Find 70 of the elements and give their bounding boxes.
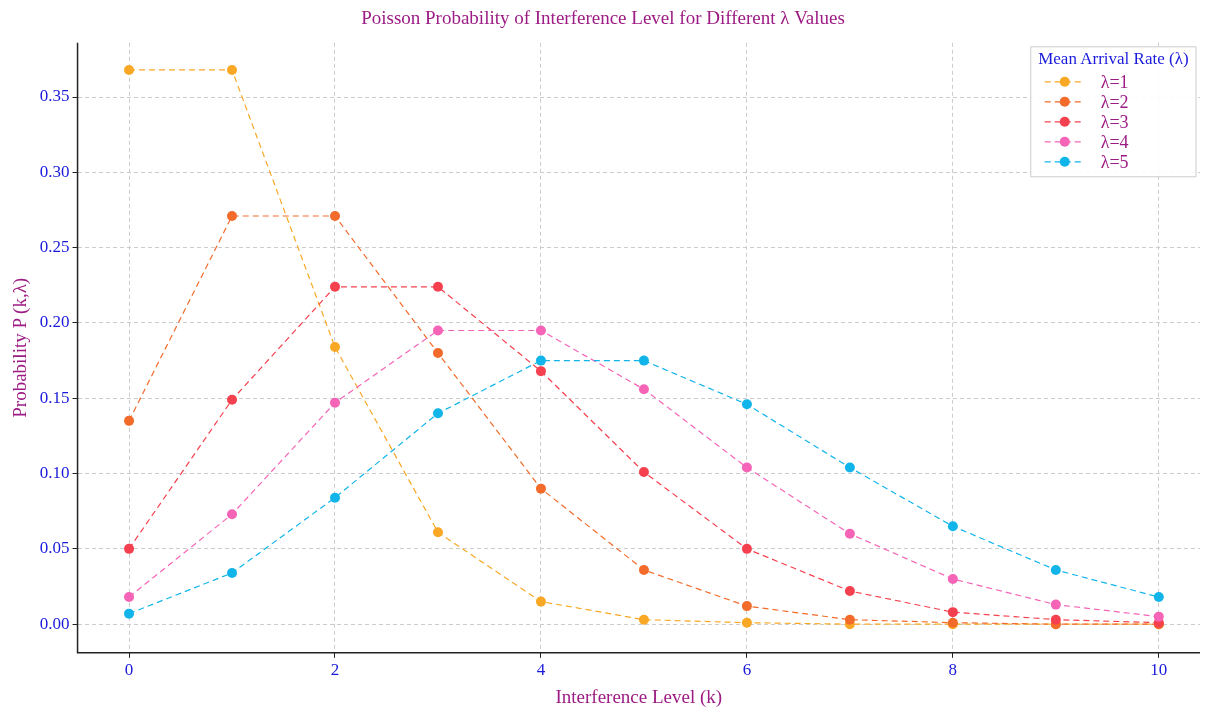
point [227,64,238,75]
point [124,64,135,75]
y-tick-label: 0.10 [39,463,70,483]
point [227,211,238,222]
point [1050,614,1061,625]
point [638,564,649,575]
point [227,509,238,520]
point [741,462,752,473]
point [329,342,340,353]
point [947,607,958,618]
point [432,527,443,538]
y-tick-label: 0.05 [39,538,70,558]
point [124,608,135,619]
y-axis-title: Probability P (k,λ) [9,277,32,418]
point [432,348,443,359]
y-tick-label: 0.15 [39,387,70,407]
point [535,596,546,607]
point [741,399,752,410]
y-tick-label: 0.30 [39,161,70,181]
point [329,492,340,503]
x-tick-label: 0 [124,660,134,680]
point [638,384,649,395]
point [844,586,855,597]
point [535,483,546,494]
point [844,528,855,539]
point [638,355,649,366]
point [329,397,340,408]
x-axis-title: Interference Level (k) [555,685,723,708]
point [329,211,340,222]
y-tick-label: 0.35 [39,86,70,106]
legend-label: λ=5 [1100,151,1129,172]
point [741,543,752,554]
point [535,325,546,336]
point [432,408,443,419]
point [227,567,238,578]
legend-label: λ=2 [1100,91,1129,112]
point [1153,611,1164,622]
point [947,574,958,584]
point [1050,599,1061,610]
point [124,415,135,426]
point [844,614,855,625]
x-tick-label: 8 [948,660,958,680]
point [124,592,135,603]
x-tick-label: 6 [742,660,752,680]
chart-title: Poisson Probability of Interference Level for Different λ Values [361,7,845,29]
point [535,355,546,366]
legend-label: λ=4 [1100,131,1129,152]
point [947,521,958,532]
point [638,614,649,625]
legend-label: λ=3 [1100,111,1129,132]
point [741,601,752,612]
legend-label: λ=1 [1100,71,1129,92]
point [124,543,135,554]
point [329,281,340,292]
point [432,325,443,336]
point [535,366,546,377]
legend-title: Mean Arrival Rate (λ) [1038,49,1189,69]
y-tick-label: 0.20 [39,312,70,332]
x-tick-label: 4 [536,660,546,680]
y-tick-label: 0.00 [39,613,70,633]
point [1153,592,1164,603]
point [227,394,238,405]
point [741,617,752,628]
y-tick-label: 0.25 [39,237,70,257]
point [638,467,649,478]
x-tick-label: 10 [1150,660,1168,680]
point [844,462,855,473]
point [432,281,443,292]
point [1050,564,1061,575]
x-tick-label: 2 [330,660,340,680]
